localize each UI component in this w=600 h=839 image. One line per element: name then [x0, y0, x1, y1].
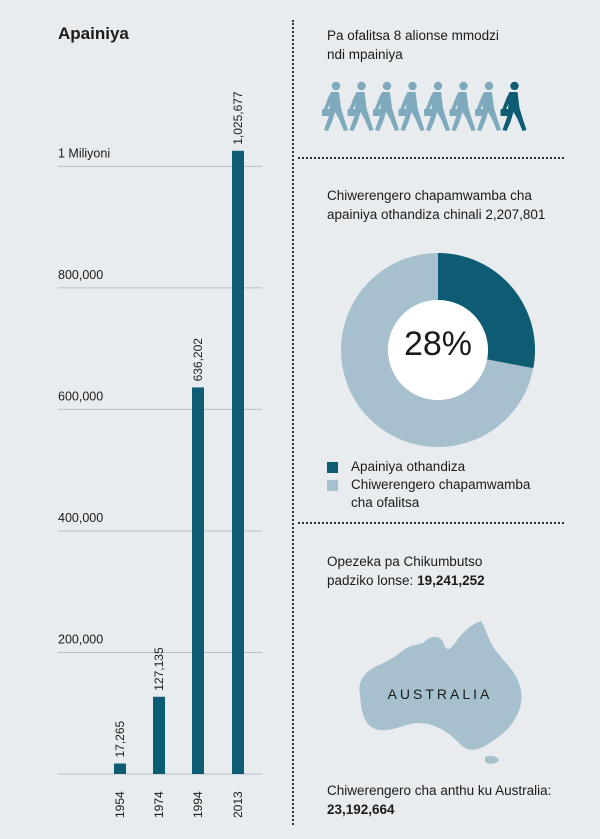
publishers-text: Pa ofalitsa 8 alionse mmodzi ndi mpainiy… [327, 26, 499, 64]
y-tick-label-3: 800,000 [58, 268, 103, 282]
bar-1974 [153, 696, 165, 774]
legend-swatch-light [327, 480, 338, 491]
walker-2-icon [347, 81, 374, 131]
australia-map-icon [359, 621, 522, 764]
memorial-text: Opezeka pa Chikumbutso padziko lonse: 19… [327, 552, 485, 590]
walker-5-icon [424, 81, 450, 131]
donut-hole [388, 300, 488, 400]
map-label: AUSTRALIA [387, 686, 493, 702]
bar-1954 [114, 763, 126, 774]
x-tick-label-2013: 2013 [231, 791, 245, 818]
memorial-text-line1: Opezeka pa Chikumbutso [327, 554, 483, 569]
publishers-text-line2: ndi mpainiya [327, 47, 403, 62]
bar-value-label-2013: 1,025,677 [231, 91, 245, 145]
legend-item-auxiliary: Apainiya othandiza [327, 458, 577, 478]
legend-label-auxiliary: Apainiya othandiza [351, 459, 466, 474]
horizontal-divider-1 [298, 157, 564, 159]
chart-title: Apainiya [58, 24, 129, 43]
walker-6-icon [449, 81, 476, 131]
memorial-text-line2: padziko lonse: 19,241,252 [327, 571, 485, 590]
bar-value-label-1974: 127,135 [152, 647, 166, 691]
donut-segment-auxiliary [438, 253, 535, 369]
population-text: Chiwerengero cha anthu ku Australia: 23,… [327, 781, 551, 819]
vertical-divider [292, 20, 294, 825]
y-tick-label-4: 1 Miliyoni [58, 146, 110, 160]
x-tick-label-1954: 1954 [113, 791, 127, 818]
legend-label-peak-publishers: Chiwerengero chapamwamba cha ofalitsa [351, 476, 581, 512]
donut-title-line1: Chiwerengero chapamwamba cha [327, 188, 532, 203]
walking-people-icons [322, 81, 527, 131]
population-label: Chiwerengero cha anthu ku Australia: [327, 783, 552, 798]
horizontal-divider-2 [298, 522, 564, 524]
donut-chart [341, 253, 535, 447]
walker-7-icon [475, 81, 501, 131]
legend-item-peak-publishers: Chiwerengero chapamwamba cha ofalitsa [327, 476, 577, 516]
legend-swatch-dark [327, 462, 338, 473]
walker-1-icon [322, 81, 348, 131]
memorial-prefix: padziko lonse: [327, 573, 414, 588]
bar-2013 [232, 150, 244, 774]
walker-3-icon [373, 81, 399, 131]
legend-label-line2: cha ofalitsa [351, 495, 420, 510]
bar-chart-panel: Apainiya 200,000 400,000 600,000 800,000 1 M… [0, 0, 290, 839]
donut-percent-label: 28% [403, 325, 473, 363]
publishers-text-line1: Pa ofalitsa 8 alionse mmodzi [327, 28, 499, 43]
donut-title-line2: apainiya othandiza chinali 2,207,801 [327, 207, 546, 222]
x-tick-label-1974: 1974 [152, 791, 166, 818]
bar-value-label-1994: 636,202 [191, 338, 205, 382]
walker-8-icon [500, 81, 527, 131]
bar-1994 [192, 387, 204, 774]
x-tick-label-1994: 1994 [191, 791, 205, 818]
y-tick-label-0: 200,000 [58, 632, 103, 646]
bar-chart: 200,000 400,000 600,000 800,000 1 Miliyoni 17… [58, 91, 262, 818]
walker-4-icon [398, 81, 425, 131]
population-value: 23,192,664 [327, 802, 395, 817]
y-tick-label-1: 400,000 [58, 511, 103, 525]
memorial-value: 19,241,252 [417, 573, 485, 588]
donut-title: Chiwerengero chapamwamba cha apainiya ot… [327, 186, 545, 224]
legend-label-line1: Chiwerengero chapamwamba [351, 477, 531, 492]
y-tick-label-2: 600,000 [58, 389, 103, 403]
bar-value-label-1954: 17,265 [113, 720, 127, 757]
